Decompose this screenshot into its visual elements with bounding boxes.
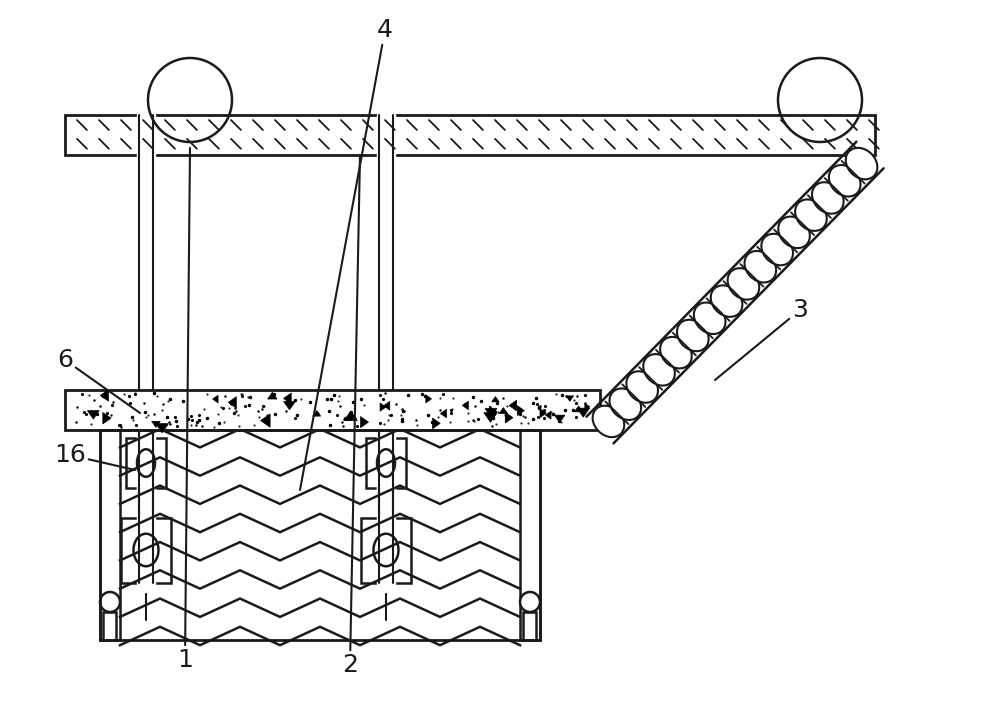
- Polygon shape: [156, 423, 169, 433]
- Text: 3: 3: [715, 298, 808, 380]
- Polygon shape: [484, 413, 497, 423]
- Polygon shape: [440, 409, 446, 418]
- Ellipse shape: [694, 303, 725, 334]
- Polygon shape: [284, 402, 295, 410]
- Polygon shape: [545, 411, 551, 419]
- Text: 6: 6: [57, 348, 140, 413]
- Polygon shape: [313, 411, 321, 416]
- Text: 4: 4: [300, 18, 393, 490]
- Ellipse shape: [761, 234, 793, 265]
- Bar: [121, 518, 171, 583]
- Polygon shape: [517, 406, 524, 416]
- Bar: [366, 438, 406, 488]
- Bar: [103, 612, 116, 640]
- Polygon shape: [100, 390, 108, 401]
- Ellipse shape: [846, 148, 877, 179]
- Polygon shape: [566, 396, 574, 402]
- Ellipse shape: [610, 388, 641, 420]
- Polygon shape: [509, 400, 517, 411]
- Text: 16: 16: [54, 443, 135, 470]
- Polygon shape: [103, 413, 111, 424]
- Polygon shape: [228, 397, 236, 408]
- Polygon shape: [433, 418, 440, 429]
- Polygon shape: [505, 412, 513, 423]
- Polygon shape: [87, 411, 99, 419]
- Polygon shape: [499, 408, 508, 413]
- Polygon shape: [585, 403, 590, 410]
- Ellipse shape: [728, 268, 759, 300]
- Polygon shape: [577, 408, 590, 417]
- Polygon shape: [360, 416, 368, 428]
- Ellipse shape: [711, 285, 742, 317]
- Bar: [100, 430, 540, 640]
- Ellipse shape: [812, 183, 844, 213]
- Polygon shape: [462, 402, 468, 410]
- Polygon shape: [489, 406, 497, 417]
- Polygon shape: [540, 409, 546, 418]
- Bar: [126, 438, 166, 488]
- Polygon shape: [574, 406, 583, 412]
- Ellipse shape: [677, 319, 709, 351]
- Bar: [520, 430, 540, 640]
- Ellipse shape: [795, 199, 827, 231]
- Bar: [65, 115, 875, 155]
- Polygon shape: [213, 395, 218, 403]
- Polygon shape: [492, 397, 499, 402]
- Ellipse shape: [593, 406, 624, 437]
- Bar: [523, 612, 536, 640]
- Circle shape: [520, 592, 540, 612]
- Ellipse shape: [745, 251, 776, 282]
- Polygon shape: [426, 395, 432, 403]
- Text: 1: 1: [177, 148, 193, 672]
- Ellipse shape: [660, 337, 692, 369]
- Ellipse shape: [626, 371, 658, 403]
- Polygon shape: [261, 414, 270, 428]
- Polygon shape: [284, 393, 291, 404]
- Circle shape: [100, 592, 120, 612]
- Polygon shape: [344, 411, 357, 420]
- Ellipse shape: [829, 165, 860, 197]
- Polygon shape: [554, 415, 565, 423]
- Bar: [65, 390, 600, 430]
- Text: 2: 2: [342, 155, 360, 677]
- Polygon shape: [384, 402, 390, 410]
- Ellipse shape: [643, 354, 675, 385]
- Polygon shape: [152, 421, 160, 428]
- Bar: [361, 518, 411, 583]
- Polygon shape: [485, 409, 497, 417]
- Ellipse shape: [778, 217, 810, 248]
- Bar: [100, 430, 120, 640]
- Polygon shape: [268, 392, 277, 399]
- Polygon shape: [380, 403, 386, 411]
